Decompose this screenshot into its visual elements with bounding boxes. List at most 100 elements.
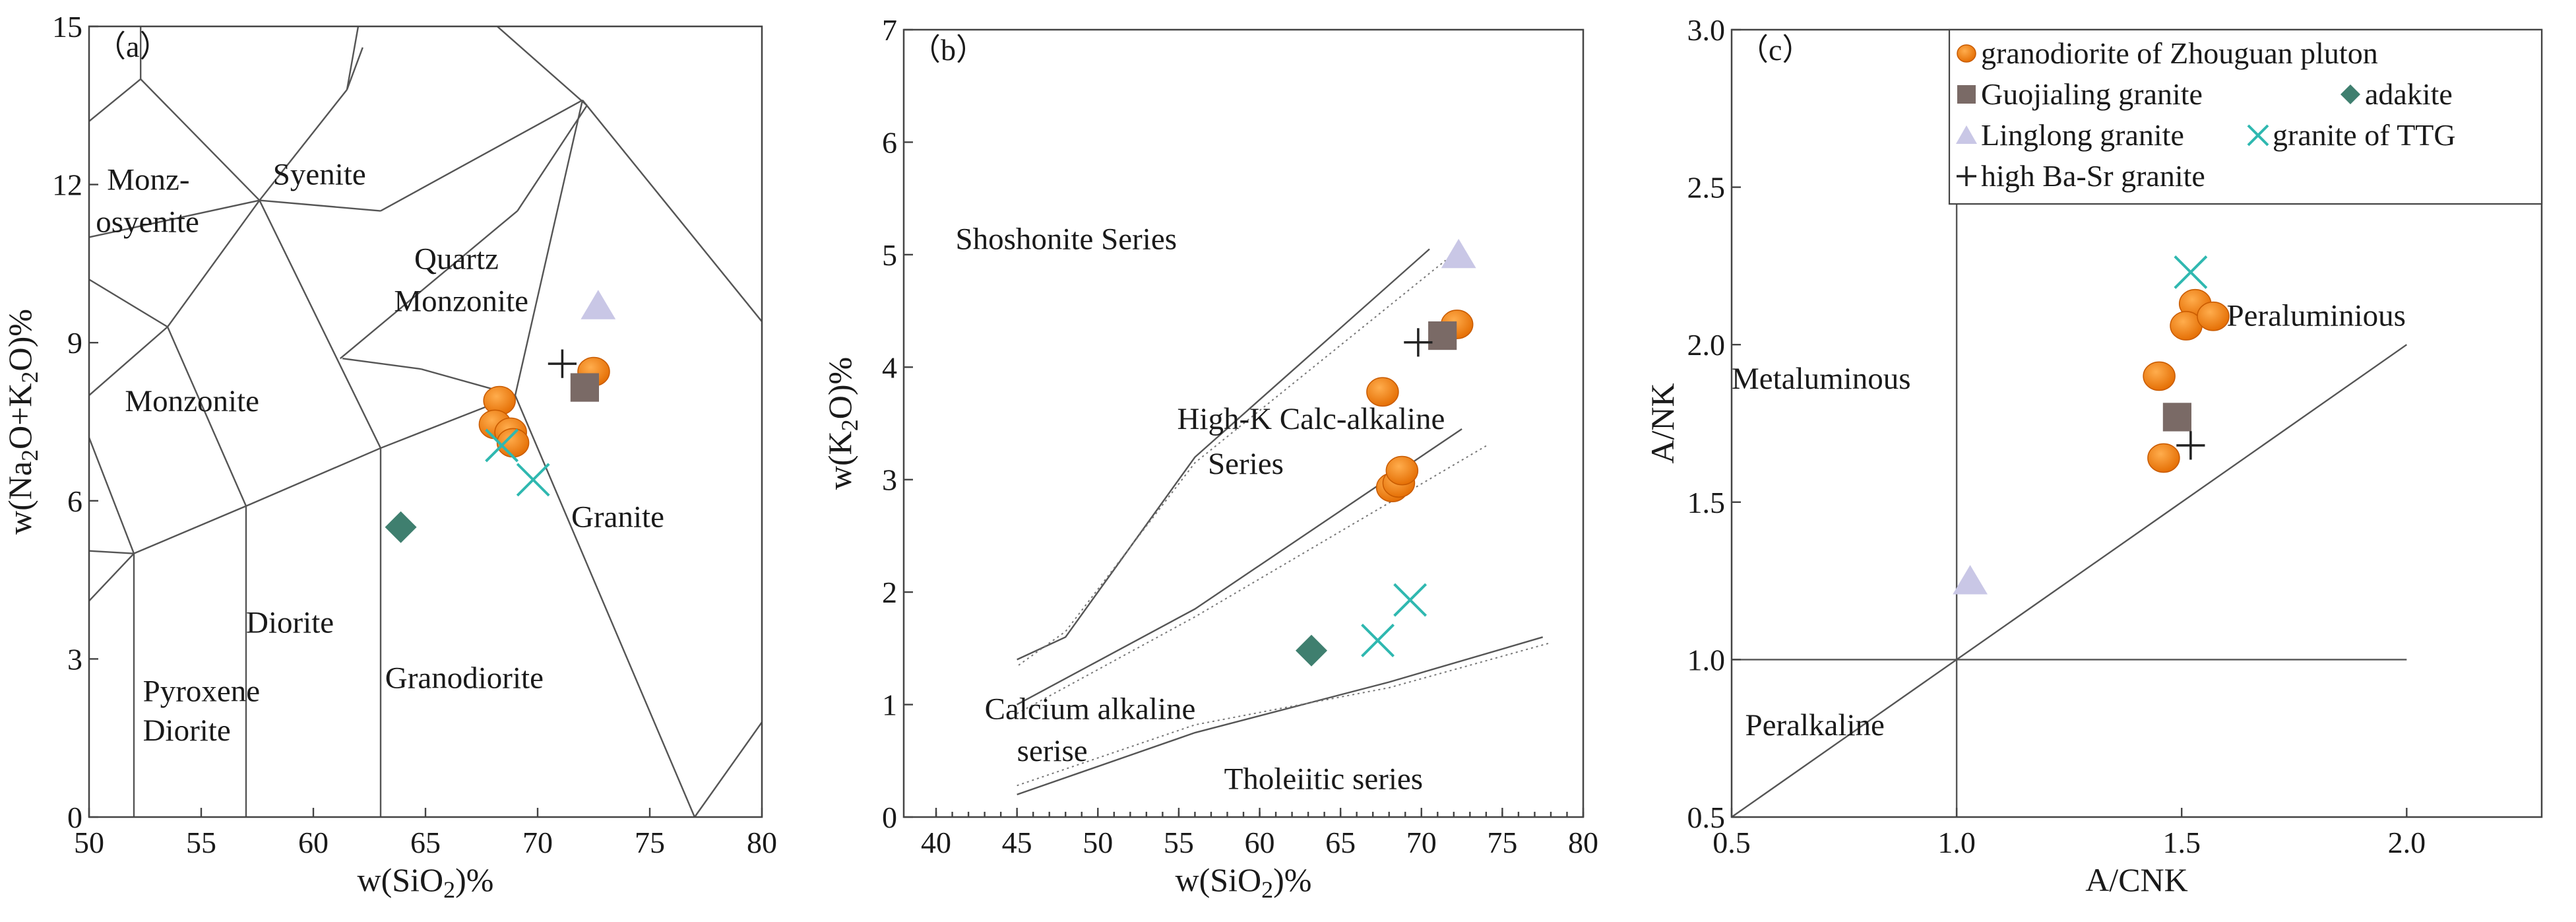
x-tick-label: 50 <box>1083 826 1113 859</box>
legend-marker-linglong <box>1956 125 1977 144</box>
panel-b-y-axis-label: w(K2O)% <box>821 357 863 490</box>
panel-a-data-points <box>385 290 616 543</box>
legend: granodiorite of Zhouguan pluton Guojialin… <box>1948 28 2543 205</box>
adakite-point <box>385 511 417 543</box>
legend-label: granodiorite of Zhouguan pluton <box>1981 36 2378 70</box>
y-tick-label: 9 <box>67 326 82 360</box>
region-label: Shoshonite Series <box>955 222 1177 256</box>
linglong-point <box>1953 565 1988 595</box>
region-label: Quartz <box>414 242 499 276</box>
region-label: Diorite <box>143 713 231 748</box>
x-tick-label: 50 <box>74 826 104 859</box>
legend-item: Guojialing granite <box>1957 77 2203 111</box>
legend-label: high Ba-Sr granite <box>1981 159 2205 193</box>
panel-c-ticks: 0.5 1.0 1.5 2.0 0.5 1.0 1.5 2.0 2.5 3.0 <box>1687 13 2426 859</box>
panel-a-y-axis-label: w(Na2O+K2O)% <box>1 309 43 535</box>
panel-b-x-axis-label: w(SiO2)% <box>1176 861 1312 903</box>
legend-item: granite of TTG <box>2247 118 2456 152</box>
region-label: Monz- <box>107 163 189 197</box>
y-tick-label: 5 <box>882 238 897 272</box>
panel-c-label: （c） <box>1738 33 1812 67</box>
x-tick-label: 55 <box>1164 826 1194 859</box>
y-tick-label: 6 <box>882 125 897 159</box>
region-label: serise <box>1017 734 1088 768</box>
legend-item: adakite <box>2340 77 2453 111</box>
panel-a-tas-diagram: 50 55 60 65 70 75 80 0 3 6 9 12 15 Monz-osyenite Syen… <box>1 10 777 903</box>
y-tick-label: 12 <box>52 168 82 202</box>
ttg-point <box>516 463 550 497</box>
field-boundary-line <box>340 210 518 360</box>
granodiorite-zhouguan-point <box>2143 361 2176 391</box>
panel-c-region-labels: Metaluminous Peraluminious Peralkaline <box>1732 299 2406 742</box>
field-boundary-line <box>517 105 588 212</box>
region-label: Monzonite <box>125 384 259 418</box>
granodiorite-zhouguan-point <box>2147 443 2180 473</box>
region-label: Peralkaline <box>1745 708 1884 742</box>
x-tick-label: 60 <box>298 826 329 859</box>
diagonal-line <box>1731 344 2408 818</box>
x-tick-label: 80 <box>1568 826 1598 859</box>
panel-a-region-labels: Monz-osyenite Syenite Quartz Monzonite Monzo… <box>96 158 664 748</box>
panel-a-x-axis-label: w(SiO2)% <box>358 861 494 903</box>
y-tick-label: 3 <box>67 642 82 676</box>
legend-item: granodiorite of Zhouguan pluton <box>1957 36 2378 70</box>
legend-label: Guojialing granite <box>1981 77 2203 111</box>
ttg-point <box>1393 583 1428 617</box>
x-tick-label: 65 <box>1325 826 1356 859</box>
ttg-point <box>485 428 519 463</box>
region-label: Peraluminious <box>2226 299 2406 333</box>
y-tick-label: 1 <box>882 688 897 722</box>
legend-marker-guojialing <box>1957 85 1976 104</box>
field-boundary-line <box>88 552 135 602</box>
series-boundary-dotted-line <box>1017 642 1552 787</box>
panel-c-x-axis-label: A/CNK <box>2085 861 2188 898</box>
x-tick-label: 0.5 <box>1712 826 1751 859</box>
panel-b-label: （b） <box>910 33 986 67</box>
field-boundary-line <box>88 78 141 122</box>
region-label: Pyroxene <box>143 674 261 708</box>
panel-c-data-points <box>1953 255 2230 595</box>
x-tick-label: 70 <box>522 826 553 859</box>
ttg-point <box>1361 624 1395 657</box>
guojialing-point <box>1428 321 1457 350</box>
field-boundary-line <box>346 26 360 90</box>
legend-marker-granodiorite-zhouguan <box>1957 44 1976 63</box>
field-boundary-line <box>167 199 261 327</box>
region-label: High-K Calc-alkaline <box>1177 402 1445 436</box>
high-ba-sr-point <box>2176 431 2205 460</box>
granodiorite-zhouguan-point <box>1366 377 1399 407</box>
field-boundary-line <box>88 326 168 396</box>
granodiorite-zhouguan-point <box>1385 455 1419 486</box>
region-label: Calcium alkaline <box>985 692 1196 727</box>
x-tick-label: 80 <box>747 826 777 859</box>
legend-label: Linglong granite <box>1981 118 2184 152</box>
linglong-point <box>581 290 616 319</box>
y-tick-label: 1.0 <box>1687 643 1726 676</box>
guojialing-point <box>570 373 599 402</box>
field-boundary-line <box>346 47 363 90</box>
field-boundary-line <box>88 437 135 554</box>
legend-item: high Ba-Sr granite <box>1957 159 2205 193</box>
legend-box <box>1948 28 2543 205</box>
field-boundary-line <box>259 199 381 212</box>
region-label: Syenite <box>273 158 366 192</box>
panel-b-region-labels: Shoshonite Series High-K Calc-alkaline Ser… <box>955 222 1445 796</box>
y-tick-label: 2 <box>882 576 897 609</box>
field-boundary-line <box>88 199 260 238</box>
x-tick-label: 1.0 <box>1937 826 1976 859</box>
legend-label: adakite <box>2365 77 2453 111</box>
legend-marker-adakite <box>2340 84 2360 104</box>
x-tick-label: 55 <box>186 826 216 859</box>
ttg-point <box>2174 255 2208 289</box>
region-label: Metaluminous <box>1732 362 1911 396</box>
field-boundary-line <box>694 721 763 818</box>
panel-c-y-axis-label: A/NK <box>1644 383 1681 463</box>
linglong-point <box>1441 238 1476 269</box>
field-boundary-line <box>497 26 588 106</box>
region-label: Granite <box>571 500 664 535</box>
legend-marker-ttg <box>2247 124 2269 147</box>
y-tick-label: 15 <box>52 10 82 44</box>
y-tick-label: 2.0 <box>1687 328 1726 362</box>
